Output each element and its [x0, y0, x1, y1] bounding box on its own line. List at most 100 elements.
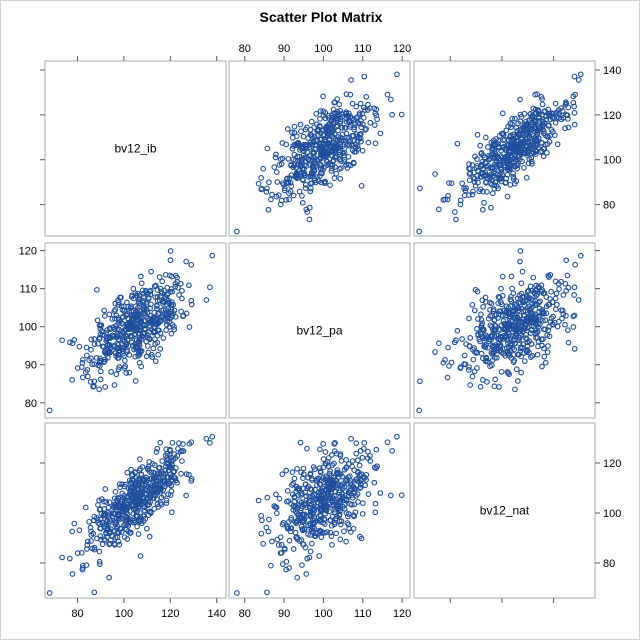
- scatter-point: [496, 384, 502, 390]
- scatter-point: [363, 477, 369, 483]
- scatter-point: [99, 332, 106, 338]
- scatter-point: [159, 278, 166, 285]
- scatter-point: [479, 206, 486, 213]
- scatter-point: [359, 510, 366, 517]
- scatter-point: [338, 158, 344, 164]
- scatter-point: [518, 131, 524, 137]
- scatter-point: [336, 149, 342, 156]
- scatter-point: [271, 164, 278, 170]
- scatter-point: [115, 511, 122, 517]
- scatter-point: [98, 328, 105, 335]
- scatter-point: [516, 351, 522, 358]
- scatter-point: [471, 179, 478, 185]
- scatter-point: [119, 314, 125, 321]
- scatter-point: [362, 127, 369, 133]
- scatter-point: [499, 110, 506, 117]
- scatter-point: [320, 93, 326, 100]
- scatter-point: [142, 490, 148, 497]
- scatter-point: [96, 386, 102, 393]
- scatter-point: [351, 501, 358, 508]
- scatter-point: [577, 71, 584, 78]
- scatter-point: [158, 307, 165, 314]
- scatter-point: [436, 340, 442, 347]
- tick-label-bottom-bv12_ib: 100: [115, 608, 133, 620]
- scatter-point: [134, 340, 141, 347]
- tick-label-top-bv12_pa: 100: [314, 43, 332, 55]
- scatter-point: [284, 126, 291, 132]
- scatter-point: [87, 524, 94, 531]
- scatter-point: [165, 297, 172, 304]
- scatter-point: [295, 485, 302, 492]
- scatter-point: [497, 174, 504, 181]
- scatter-point: [377, 490, 384, 496]
- scatter-point: [372, 509, 379, 516]
- scatter-point: [306, 554, 313, 561]
- scatter-point: [367, 119, 374, 126]
- scatter-point: [301, 516, 308, 522]
- scatter-point: [157, 439, 164, 446]
- scatter-point: [497, 347, 504, 354]
- scatter-point: [260, 540, 267, 547]
- scatter-point: [337, 116, 344, 123]
- scatter-point: [341, 483, 348, 490]
- scatter-point: [367, 452, 373, 459]
- scatter-point: [109, 316, 116, 322]
- scatter-point: [446, 363, 452, 369]
- scatter-point: [526, 128, 532, 135]
- scatter-point: [106, 541, 113, 548]
- scatter-point: [323, 145, 329, 152]
- scatter-point: [349, 132, 356, 139]
- scatter-point: [373, 106, 380, 113]
- scatter-point: [170, 469, 177, 476]
- scatter-point: [500, 312, 506, 319]
- scatter-point: [183, 471, 190, 477]
- scatter-point: [357, 131, 363, 138]
- scatter-point: [492, 170, 499, 177]
- scatter-point: [517, 296, 524, 302]
- scatter-point: [481, 343, 487, 350]
- scatter-point: [142, 322, 148, 329]
- scatter-point: [542, 141, 549, 148]
- scatter-point: [296, 498, 303, 504]
- scatter-point: [526, 156, 533, 162]
- scatter-point: [357, 533, 363, 540]
- scatter-point: [487, 363, 493, 370]
- scatter-point: [302, 185, 309, 191]
- scatter-point: [358, 182, 365, 189]
- scatter-point: [320, 464, 327, 471]
- scatter-point: [93, 515, 100, 521]
- scatter-point: [440, 359, 447, 366]
- scatter-point: [451, 209, 458, 215]
- scatter-point: [517, 258, 523, 265]
- scatter-point: [344, 520, 351, 526]
- scatter-point: [154, 501, 161, 508]
- scatter-point: [417, 378, 423, 385]
- scatter-point: [474, 131, 481, 138]
- scatter-point: [484, 189, 490, 195]
- scatter-point: [331, 509, 338, 515]
- scatter-point: [343, 457, 350, 463]
- scatter-point: [474, 365, 480, 371]
- scatter-point: [559, 315, 565, 322]
- scatter-point: [82, 504, 89, 511]
- tick-label-right-bv12_nat: 80: [603, 558, 615, 570]
- scatter-point: [138, 318, 145, 325]
- scatter-point: [355, 468, 361, 475]
- scatter-point: [108, 526, 114, 532]
- scatter-point: [337, 452, 344, 459]
- scatter-point: [279, 471, 286, 478]
- scatter-point: [179, 458, 185, 464]
- scatter-point: [131, 346, 137, 353]
- matrix-cell-bv12_nat-bv12_ib: [44, 422, 227, 599]
- scatter-point: [167, 248, 174, 254]
- scatter-point: [539, 118, 546, 125]
- scatter-point: [111, 495, 118, 502]
- scatter-point: [535, 338, 542, 345]
- scatter-point: [119, 307, 126, 313]
- scatter-point: [106, 499, 113, 506]
- scatter-point: [560, 292, 567, 298]
- scatter-point: [294, 574, 301, 581]
- scatter-point: [360, 104, 367, 111]
- scatter-point: [135, 531, 142, 537]
- scatter-point: [524, 149, 531, 155]
